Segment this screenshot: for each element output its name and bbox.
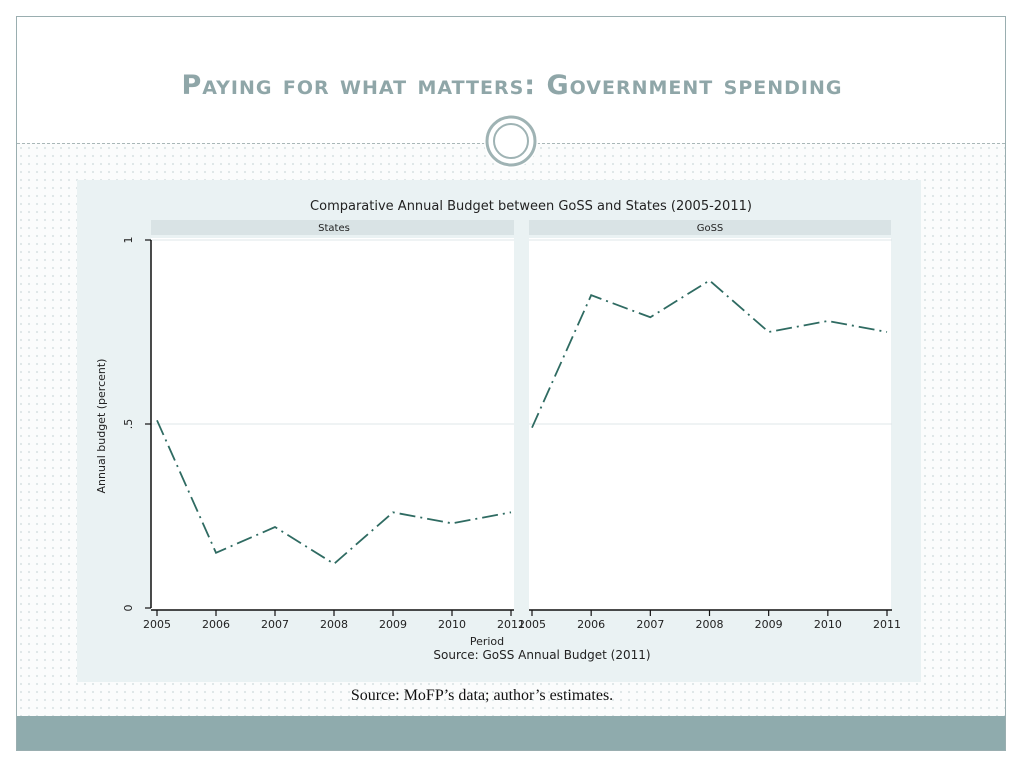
- x-tick-label-goss-4: 2009: [755, 618, 783, 631]
- chart-svg: Comparative Annual Budget between GoSS a…: [95, 199, 901, 662]
- panel-header-states: [151, 220, 514, 235]
- chart-container: Comparative Annual Budget between GoSS a…: [77, 180, 921, 682]
- y-tick-label-0: 0: [122, 605, 135, 612]
- x-tick-label-goss-5: 2010: [814, 618, 842, 631]
- chart-title: Comparative Annual Budget between GoSS a…: [310, 199, 752, 214]
- footer-bar: [17, 716, 1005, 750]
- x-tick-label-goss-1: 2006: [577, 618, 605, 631]
- y-tick-label-1: .5: [122, 419, 135, 430]
- chart-source-note: Source: GoSS Annual Budget (2011): [433, 648, 650, 662]
- y-axis-label: Annual budget (percent): [95, 359, 108, 494]
- x-tick-label-states-6: 2011: [497, 618, 525, 631]
- series-line-states: [156, 419, 512, 565]
- y-tick-label-2: 1: [122, 237, 135, 244]
- x-tick-label-states-3: 2008: [320, 618, 348, 631]
- x-tick-label-goss-2: 2007: [636, 618, 664, 631]
- x-tick-label-states-5: 2010: [438, 618, 466, 631]
- slide-title: Paying for what matters: Government spen…: [181, 70, 843, 101]
- x-tick-label-states-2: 2007: [261, 618, 289, 631]
- x-tick-label-states-4: 2009: [379, 618, 407, 631]
- series-line-goss: [531, 279, 888, 429]
- x-tick-label-goss-3: 2008: [696, 618, 724, 631]
- x-tick-label-states-1: 2006: [202, 618, 230, 631]
- panel-label-goss: GoSS: [697, 223, 724, 234]
- x-axis-label: Period: [470, 635, 504, 648]
- ring-ornament-icon: [484, 114, 538, 168]
- x-tick-label-states-0: 2005: [143, 618, 171, 631]
- panel-label-states: States: [318, 223, 350, 234]
- slide-source-note: Source: MoFP’s data; author’s estimates.: [350, 687, 614, 704]
- panel-header-goss: [529, 220, 891, 235]
- x-tick-label-goss-6: 2011: [873, 618, 901, 631]
- x-tick-label-goss-0: 2005: [518, 618, 546, 631]
